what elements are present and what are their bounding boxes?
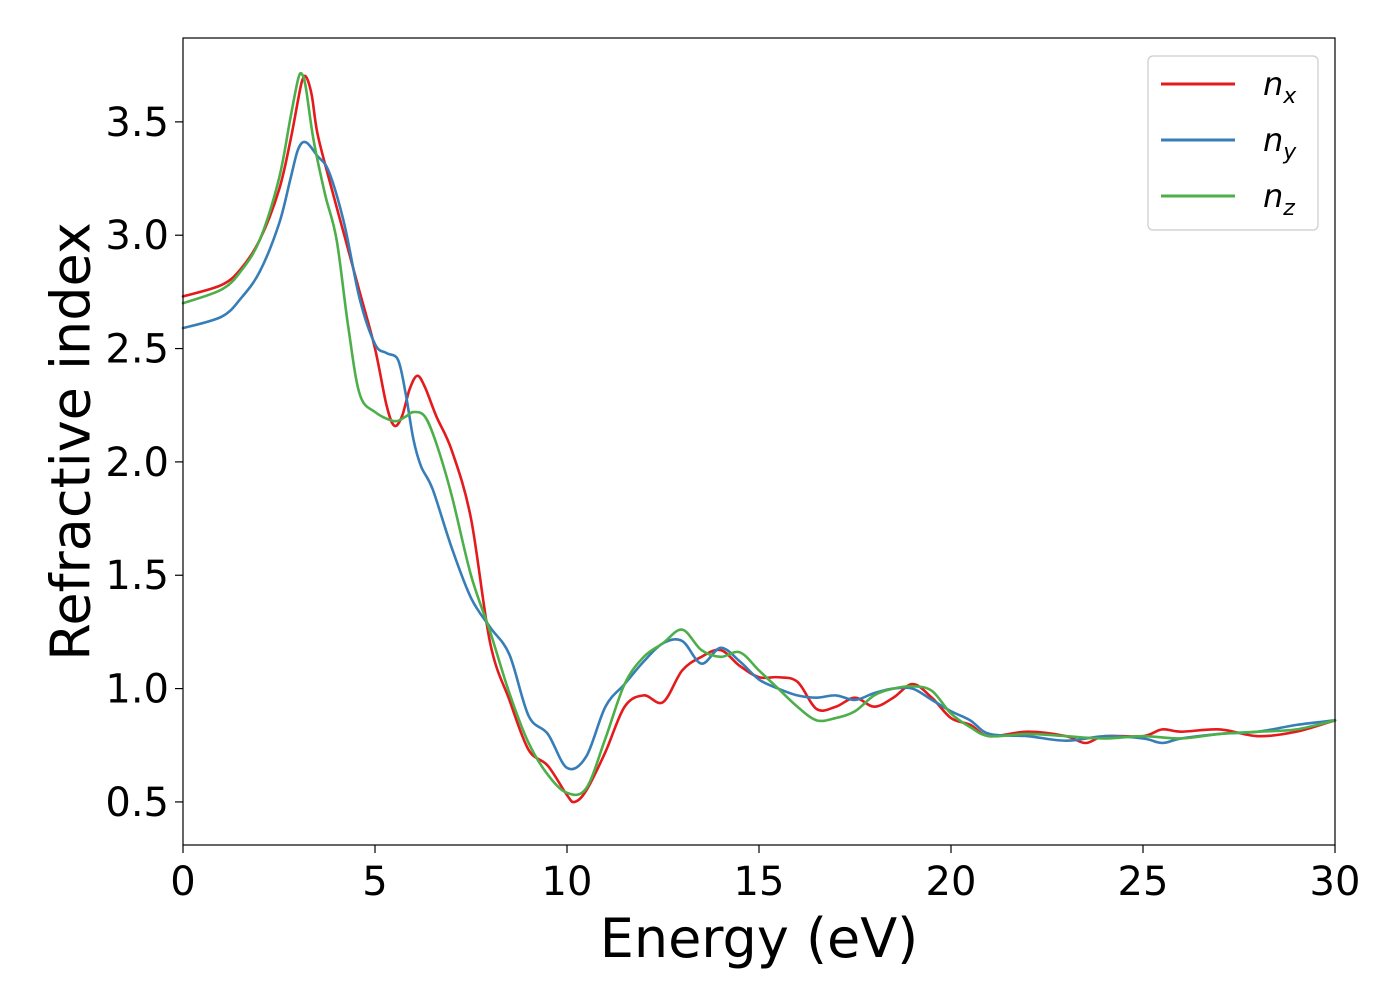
y-axis-label: Refractive index [40, 222, 103, 661]
legend-label-base: n [1263, 121, 1283, 159]
legend-label-n-y: ny [1263, 121, 1297, 165]
legend-label-n-x: nx [1263, 65, 1297, 109]
y-tick-label: 3.5 [105, 100, 169, 146]
legend-label-subscript: x [1282, 84, 1297, 109]
y-axis-ticks: 0.5 1.0 1.5 2.0 2.5 3.0 3.5 [105, 100, 183, 826]
y-tick-label: 2.5 [105, 327, 169, 373]
y-tick-label: 2.0 [105, 440, 169, 486]
x-tick-label: 25 [1118, 859, 1169, 905]
series-line-n-z [181, 71, 1337, 797]
x-axis-ticks: 0 5 10 15 20 25 30 [170, 845, 1360, 905]
legend-label-n-z: nz [1263, 177, 1295, 221]
series-line-n-x [181, 74, 1337, 804]
y-tick-label: 1.0 [105, 667, 169, 713]
legend-box [1147, 55, 1319, 231]
x-tick-label: 10 [542, 859, 593, 905]
y-tick-label: 3.0 [105, 213, 169, 259]
plot-frame [182, 37, 1336, 846]
legend-label-base: n [1263, 177, 1283, 215]
series-line-n-y [181, 140, 1337, 771]
x-tick-label: 30 [1310, 859, 1361, 905]
y-tick-label: 0.5 [105, 780, 169, 826]
x-tick-label: 15 [734, 859, 785, 905]
legend-label-subscript: z [1282, 196, 1295, 221]
x-axis-label: Energy (eV) [600, 907, 919, 970]
legend-label-base: n [1263, 65, 1283, 103]
x-tick-label: 5 [362, 859, 387, 905]
x-tick-label: 0 [170, 859, 195, 905]
y-tick-label: 1.5 [105, 553, 169, 599]
data-series [181, 71, 1337, 804]
x-tick-label: 20 [926, 859, 977, 905]
legend-label-subscript: y [1282, 140, 1297, 165]
